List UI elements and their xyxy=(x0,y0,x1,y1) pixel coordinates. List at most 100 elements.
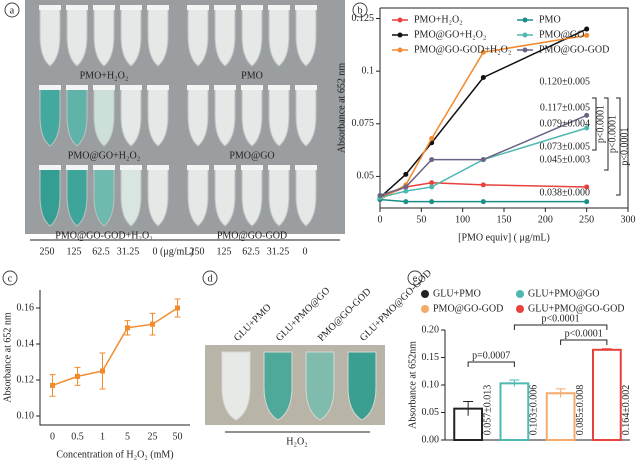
error-bar xyxy=(555,388,566,398)
tube xyxy=(268,7,290,67)
legend-marker xyxy=(421,290,429,298)
tube xyxy=(214,87,236,147)
x-tick-label: 50 xyxy=(416,214,426,225)
legend-marker xyxy=(397,17,403,23)
tube-cap xyxy=(66,165,88,170)
x-tick-label: 0 xyxy=(378,214,383,225)
tube xyxy=(187,167,209,227)
tube xyxy=(295,167,317,227)
panel-letter: e xyxy=(413,273,418,284)
tube-cap xyxy=(214,85,236,90)
point xyxy=(429,199,435,205)
legend-marker xyxy=(516,290,524,298)
tube-cap xyxy=(187,5,209,10)
x-tick-label: 5 xyxy=(125,431,130,442)
bar xyxy=(592,348,622,441)
p-value: p<0.0001 xyxy=(619,127,630,165)
tube-cap xyxy=(120,85,142,90)
legend-label: PMO@GO-GOD+H₂O₂ xyxy=(414,44,511,55)
concentration-unit: (μg/mL) xyxy=(160,246,194,257)
y-tick-label: 0.14 xyxy=(17,338,35,349)
legend-label: PMO@GO-GOD xyxy=(433,303,503,314)
tube xyxy=(93,87,115,147)
tube-cap xyxy=(187,165,209,170)
tube xyxy=(305,351,335,421)
point xyxy=(175,305,180,311)
panel-letter-ring xyxy=(352,2,368,18)
tube xyxy=(268,87,290,147)
tube xyxy=(241,87,263,147)
p-value: p<0.0001 xyxy=(607,115,618,153)
panel-letter: d xyxy=(208,273,213,284)
x-tick-label: 300 xyxy=(621,214,636,225)
tube xyxy=(120,7,142,67)
legend-marker xyxy=(522,17,528,23)
legend-marker xyxy=(522,32,528,38)
tube xyxy=(241,167,263,227)
y-tick-label: 0.05 xyxy=(357,171,375,182)
point xyxy=(377,192,383,198)
y-tick-label: 0.05 xyxy=(422,407,440,418)
legend-label: PMO@GO-GOD xyxy=(539,44,609,55)
tube xyxy=(39,7,61,67)
tube xyxy=(147,167,169,227)
tube xyxy=(147,87,169,147)
point xyxy=(125,325,130,331)
point xyxy=(429,136,435,142)
legend-label: PMO xyxy=(539,14,561,25)
h2o2-label: H₂O₂ xyxy=(286,436,307,447)
point xyxy=(584,32,590,38)
tube-cap xyxy=(295,5,317,10)
legend-marker xyxy=(397,47,403,53)
error-bar xyxy=(601,348,612,351)
concentration-label: 125 xyxy=(217,246,232,257)
y-tick-label: 0.15 xyxy=(422,352,440,363)
tube-cap xyxy=(66,85,88,90)
x-tick-label: 250 xyxy=(579,214,594,225)
tube-cap xyxy=(93,165,115,170)
value-label: 0.164±0.002 xyxy=(621,385,632,436)
tube-cap xyxy=(39,5,61,10)
x-axis-title: [PMO equiv] ( μg/mL) xyxy=(458,232,550,243)
y-tick-label: 0.16 xyxy=(17,302,35,313)
tube xyxy=(66,87,88,147)
annotation: 0.073±0.005 xyxy=(540,141,591,152)
tube-cap xyxy=(241,85,263,90)
axes-frame xyxy=(380,7,629,208)
sample-label: PMO@GO-GOD+H₂O₂ xyxy=(55,230,152,241)
annotation: 0.120±0.005 xyxy=(540,76,591,87)
y-tick-label: 0.10 xyxy=(17,410,35,421)
tube xyxy=(39,167,61,227)
value-label: 0.085±0.008 xyxy=(575,385,586,436)
y-tick-label: 0.00 xyxy=(422,434,440,445)
error-bar xyxy=(463,401,474,416)
tube-cap xyxy=(147,85,169,90)
bar xyxy=(545,392,576,441)
tube xyxy=(66,7,88,67)
x-tick-label: 50 xyxy=(173,431,183,442)
y-tick-label: 0.125 xyxy=(352,13,375,24)
legend-label: GLU+PMO@GO-GOD xyxy=(528,303,625,314)
point xyxy=(584,199,590,205)
annotation: 0.117±0.005 xyxy=(540,102,590,113)
tube xyxy=(241,7,263,67)
legend-marker xyxy=(421,305,429,313)
tube xyxy=(66,167,88,227)
point xyxy=(480,157,486,163)
tube xyxy=(120,87,142,147)
tube xyxy=(93,167,115,227)
concentration-label: 125 xyxy=(67,246,82,257)
point xyxy=(480,49,486,55)
point xyxy=(403,171,409,177)
tube-cap xyxy=(241,5,263,10)
p-value: p<0.0001 xyxy=(542,313,580,324)
tube xyxy=(214,167,236,227)
axes xyxy=(39,290,190,426)
x-axis-title: Concentration of H₂O₂ (mM) xyxy=(56,449,173,460)
x-tick-label: 0 xyxy=(50,431,55,442)
point xyxy=(480,199,486,205)
y-tick-label: 0.12 xyxy=(17,374,35,385)
tube xyxy=(221,351,251,421)
